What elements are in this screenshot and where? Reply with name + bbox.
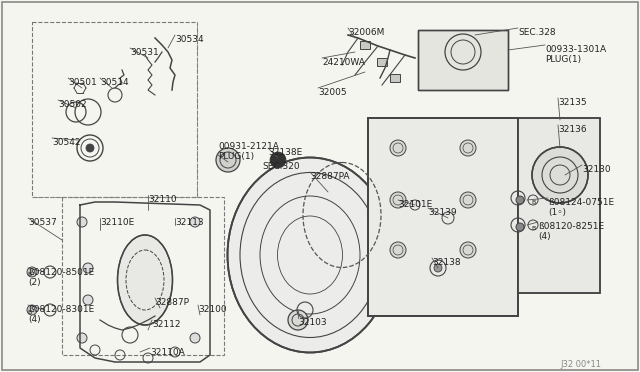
Text: SEC.328: SEC.328 bbox=[518, 28, 556, 37]
Text: 00933-1301A: 00933-1301A bbox=[545, 45, 606, 54]
Text: J32 00*11: J32 00*11 bbox=[560, 360, 601, 369]
Text: 32113: 32113 bbox=[175, 218, 204, 227]
Text: (1◦): (1◦) bbox=[548, 208, 566, 217]
Circle shape bbox=[77, 217, 87, 227]
Bar bbox=[360, 41, 370, 49]
Text: 24210WA: 24210WA bbox=[322, 58, 365, 67]
Ellipse shape bbox=[118, 235, 173, 325]
Text: 32006M: 32006M bbox=[348, 28, 385, 37]
Circle shape bbox=[86, 144, 94, 152]
Text: 30537: 30537 bbox=[28, 218, 57, 227]
Text: 30501: 30501 bbox=[68, 78, 97, 87]
Circle shape bbox=[434, 264, 442, 272]
Bar bbox=[32, 22, 197, 197]
Bar bbox=[62, 197, 224, 355]
Circle shape bbox=[390, 192, 406, 208]
Text: 32139: 32139 bbox=[428, 208, 456, 217]
Bar bbox=[368, 118, 518, 316]
Bar bbox=[518, 118, 600, 293]
Bar bbox=[377, 58, 387, 66]
Text: B: B bbox=[531, 201, 535, 205]
Text: B: B bbox=[531, 225, 535, 231]
Circle shape bbox=[460, 192, 476, 208]
Circle shape bbox=[270, 152, 286, 168]
Text: 32110: 32110 bbox=[148, 195, 177, 204]
Text: ß08120-8501E: ß08120-8501E bbox=[28, 268, 94, 277]
Text: (4): (4) bbox=[28, 315, 40, 324]
Circle shape bbox=[27, 305, 37, 315]
Circle shape bbox=[77, 135, 103, 161]
Circle shape bbox=[27, 267, 37, 277]
Ellipse shape bbox=[227, 157, 392, 353]
Text: ß08124-0751E: ß08124-0751E bbox=[548, 198, 614, 207]
Text: 32100: 32100 bbox=[198, 305, 227, 314]
Circle shape bbox=[460, 140, 476, 156]
Circle shape bbox=[83, 263, 93, 273]
Text: 32887P: 32887P bbox=[155, 298, 189, 307]
Text: 32005: 32005 bbox=[318, 88, 347, 97]
Text: 32101E: 32101E bbox=[398, 200, 432, 209]
Circle shape bbox=[216, 148, 240, 172]
Text: B: B bbox=[27, 311, 31, 315]
Text: 32138: 32138 bbox=[432, 258, 461, 267]
Text: 32110E: 32110E bbox=[100, 218, 134, 227]
Text: PLUG(1): PLUG(1) bbox=[545, 55, 581, 64]
Text: 00931-2121A: 00931-2121A bbox=[218, 142, 279, 151]
Text: 32887PA: 32887PA bbox=[310, 172, 349, 181]
Bar bbox=[418, 30, 508, 90]
Text: 30502: 30502 bbox=[58, 100, 86, 109]
Text: 32110A: 32110A bbox=[150, 348, 185, 357]
Circle shape bbox=[516, 223, 524, 231]
Bar bbox=[518, 118, 600, 293]
Text: PLUG(1): PLUG(1) bbox=[218, 152, 254, 161]
Text: (2): (2) bbox=[28, 278, 40, 287]
Text: 32112: 32112 bbox=[152, 320, 180, 329]
Circle shape bbox=[288, 310, 308, 330]
Circle shape bbox=[190, 217, 200, 227]
Text: 32136: 32136 bbox=[558, 125, 587, 134]
Circle shape bbox=[190, 333, 200, 343]
Bar bbox=[418, 30, 508, 90]
Circle shape bbox=[390, 140, 406, 156]
Bar bbox=[368, 118, 518, 316]
Circle shape bbox=[83, 295, 93, 305]
Circle shape bbox=[390, 242, 406, 258]
Text: ß08120-8301E: ß08120-8301E bbox=[28, 305, 94, 314]
Text: 30531: 30531 bbox=[130, 48, 159, 57]
Text: ß08120-8251E: ß08120-8251E bbox=[538, 222, 604, 231]
Text: 32103: 32103 bbox=[298, 318, 326, 327]
Text: (4): (4) bbox=[538, 232, 550, 241]
Circle shape bbox=[532, 147, 588, 203]
Circle shape bbox=[516, 196, 524, 204]
Text: 30534: 30534 bbox=[175, 35, 204, 44]
Circle shape bbox=[77, 333, 87, 343]
Text: SEC.320: SEC.320 bbox=[262, 162, 300, 171]
Text: 32135: 32135 bbox=[558, 98, 587, 107]
Text: 30514: 30514 bbox=[100, 78, 129, 87]
Text: 30542: 30542 bbox=[52, 138, 81, 147]
Circle shape bbox=[460, 242, 476, 258]
Text: B: B bbox=[27, 273, 31, 278]
Bar bbox=[390, 74, 400, 82]
Text: 32138E: 32138E bbox=[268, 148, 302, 157]
Text: 32130: 32130 bbox=[582, 165, 611, 174]
